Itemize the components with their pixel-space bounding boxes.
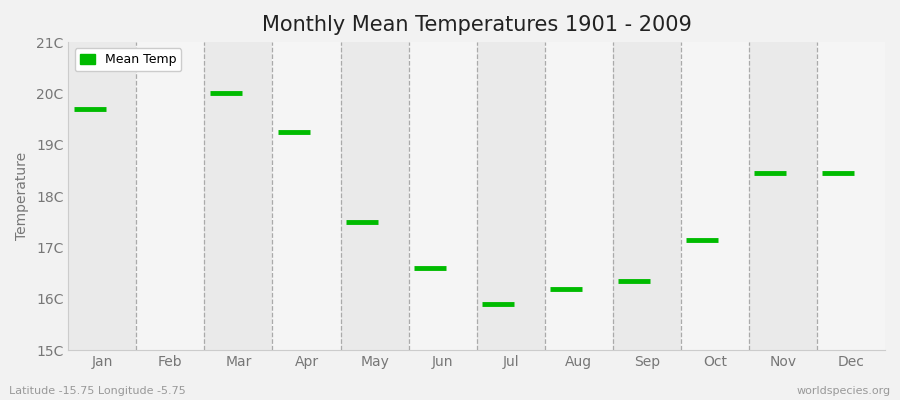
Legend: Mean Temp: Mean Temp: [75, 48, 181, 71]
Text: Latitude -15.75 Longitude -5.75: Latitude -15.75 Longitude -5.75: [9, 386, 185, 396]
Bar: [68, 42, 137, 350]
Bar: [137, 42, 204, 350]
Bar: [544, 42, 613, 350]
Bar: [273, 42, 340, 350]
Bar: [749, 42, 817, 350]
Bar: [409, 42, 477, 350]
Bar: [204, 42, 273, 350]
Bar: [340, 42, 409, 350]
Text: worldspecies.org: worldspecies.org: [796, 386, 891, 396]
Bar: [477, 42, 544, 350]
Title: Monthly Mean Temperatures 1901 - 2009: Monthly Mean Temperatures 1901 - 2009: [262, 15, 691, 35]
Bar: [817, 42, 885, 350]
Bar: [680, 42, 749, 350]
Y-axis label: Temperature: Temperature: [15, 152, 29, 240]
Bar: [613, 42, 680, 350]
